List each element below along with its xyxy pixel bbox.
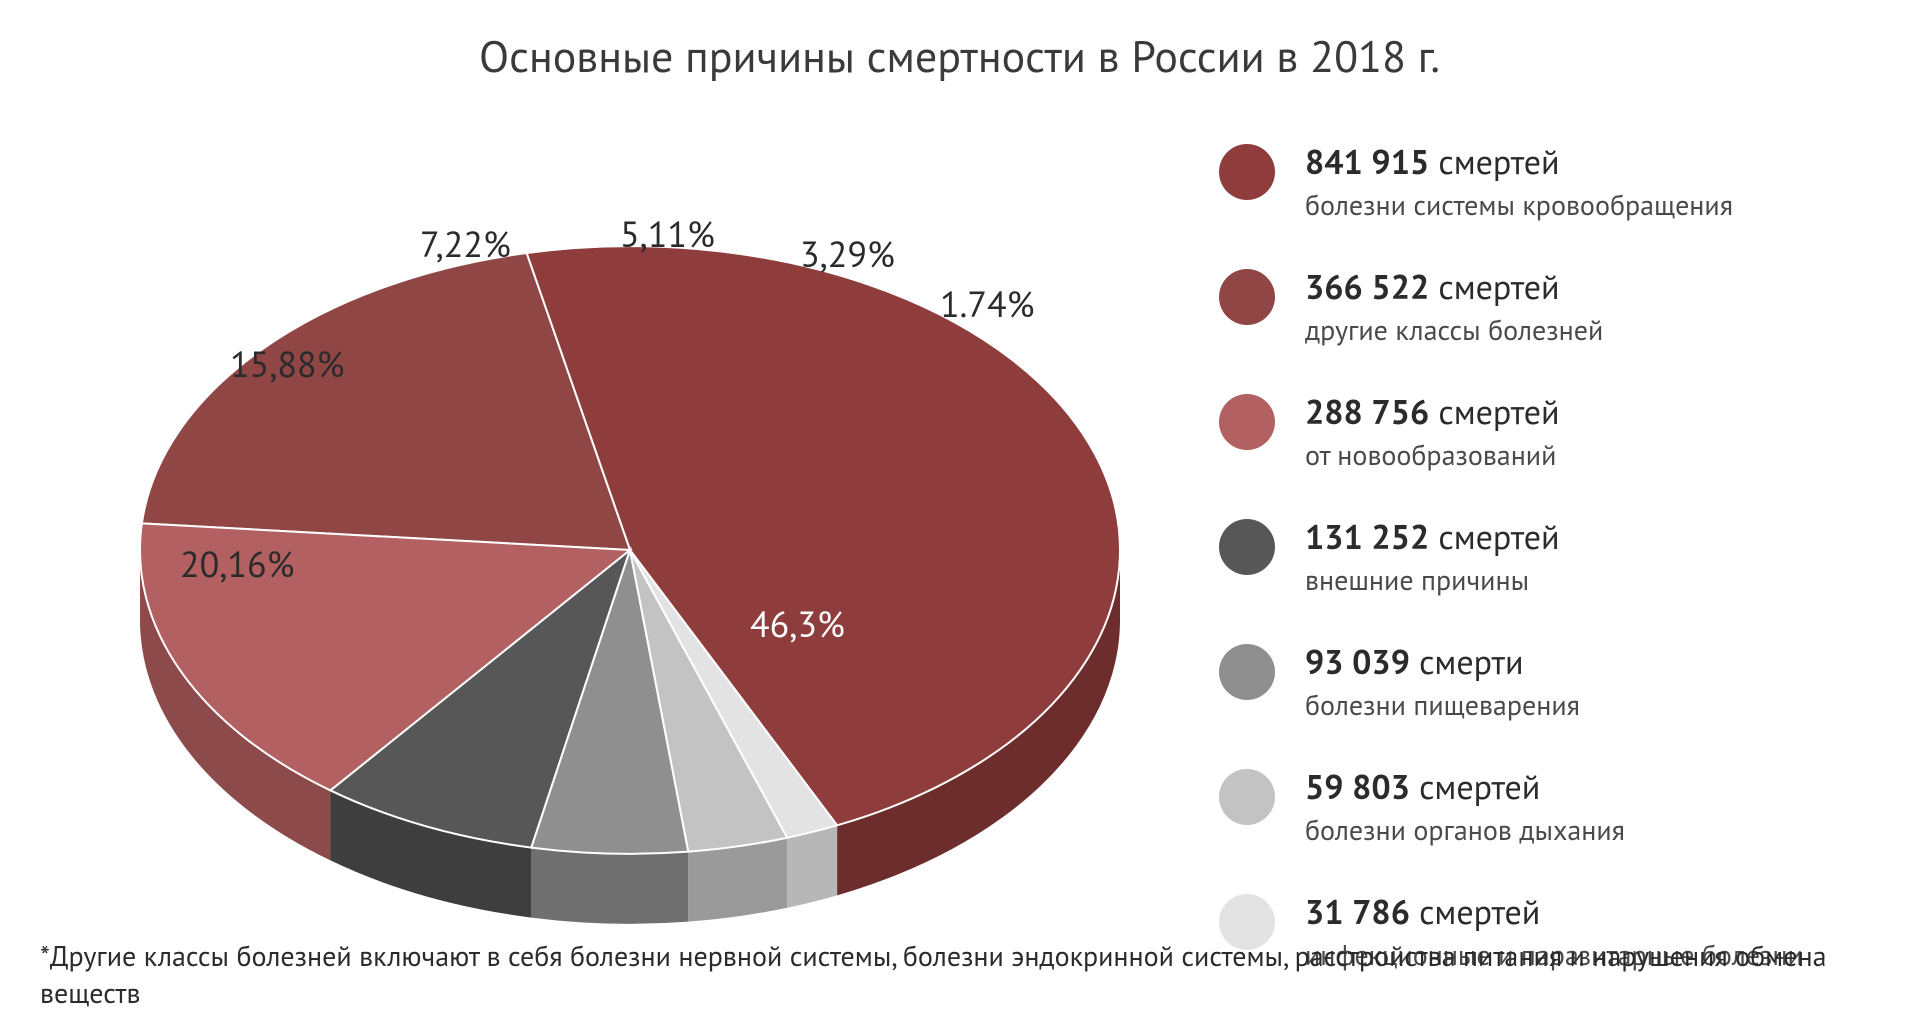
legend-desc: от новообразований — [1305, 436, 1560, 473]
legend-count: 59 803 — [1305, 765, 1410, 809]
legend-unit: смертей — [1438, 515, 1559, 559]
legend-count: 93 039 — [1305, 640, 1410, 684]
pie-slice-side — [787, 825, 837, 907]
legend-swatch — [1219, 269, 1275, 325]
legend-line1: 841 915 смертей — [1305, 140, 1733, 184]
legend-item: 93 039 смертиболезни пищеварения — [1219, 640, 1859, 723]
legend-swatch — [1219, 394, 1275, 450]
legend-text: 288 756 смертейот новообразований — [1305, 390, 1560, 473]
legend-count: 366 522 — [1305, 265, 1429, 309]
legend-line1: 93 039 смерти — [1305, 640, 1580, 684]
legend-desc: болезни системы кровообращения — [1305, 186, 1733, 223]
legend-item: 131 252 смертейвнешние причины — [1219, 515, 1859, 598]
legend-swatch — [1219, 644, 1275, 700]
legend-desc: другие классы болезней — [1305, 311, 1603, 348]
legend-swatch — [1219, 769, 1275, 825]
legend-item: 366 522 смертейдругие классы болезней — [1219, 265, 1859, 348]
legend-unit: смертей — [1438, 140, 1559, 184]
pct-label-inf: 1.74% — [940, 280, 1034, 327]
legend-item: 59 803 смертейболезни органов дыхания — [1219, 765, 1859, 848]
legend-unit: смертей — [1438, 390, 1559, 434]
legend-desc: болезни органов дыхания — [1305, 811, 1625, 848]
legend-text: 59 803 смертейболезни органов дыхания — [1305, 765, 1625, 848]
legend-unit: смертей — [1438, 265, 1559, 309]
pie-chart: 46,3% 20,16% 15,88% 7,22% 5,11% 3,29% 1.74% — [60, 120, 1210, 940]
legend-swatch — [1219, 144, 1275, 200]
legend-desc: внешние причины — [1305, 561, 1560, 598]
legend-unit: смертей — [1419, 765, 1540, 809]
pie-slice-side — [531, 848, 688, 924]
chart-title: Основные причины смертности в России в 2… — [0, 28, 1919, 85]
legend-line1: 59 803 смертей — [1305, 765, 1625, 809]
pct-label-resp: 3,29% — [800, 230, 895, 277]
legend-item: 288 756 смертейот новообразований — [1219, 390, 1859, 473]
legend-line1: 131 252 смертей — [1305, 515, 1560, 559]
legend-swatch — [1219, 519, 1275, 575]
legend-text: 366 522 смертейдругие классы болезней — [1305, 265, 1603, 348]
pct-label-ext: 7,22% — [420, 220, 511, 267]
legend-unit: смерти — [1419, 640, 1523, 684]
legend-line1: 31 786 смертей — [1305, 890, 1803, 934]
legend-desc: болезни пищеварения — [1305, 686, 1580, 723]
legend-count: 31 786 — [1305, 890, 1410, 934]
footnote: *Другие классы болезней включают в себя … — [40, 937, 1919, 1011]
pct-label-neo: 15,88% — [230, 340, 344, 387]
pct-label-circ: 46,3% — [750, 600, 845, 647]
legend-count: 841 915 — [1305, 140, 1429, 184]
legend-count: 131 252 — [1305, 515, 1429, 559]
legend-line1: 366 522 смертей — [1305, 265, 1603, 309]
legend-text: 841 915 смертейболезни системы кровообра… — [1305, 140, 1733, 223]
legend-count: 288 756 — [1305, 390, 1429, 434]
legend-unit: смертей — [1419, 890, 1540, 934]
legend-item: 841 915 смертейболезни системы кровообра… — [1219, 140, 1859, 223]
legend-text: 93 039 смертиболезни пищеварения — [1305, 640, 1580, 723]
legend: 841 915 смертейболезни системы кровообра… — [1219, 140, 1859, 1015]
legend-line1: 288 756 смертей — [1305, 390, 1560, 434]
legend-text: 131 252 смертейвнешние причины — [1305, 515, 1560, 598]
pct-label-other: 20,16% — [180, 540, 294, 587]
pct-label-dig: 5,11% — [620, 210, 715, 257]
